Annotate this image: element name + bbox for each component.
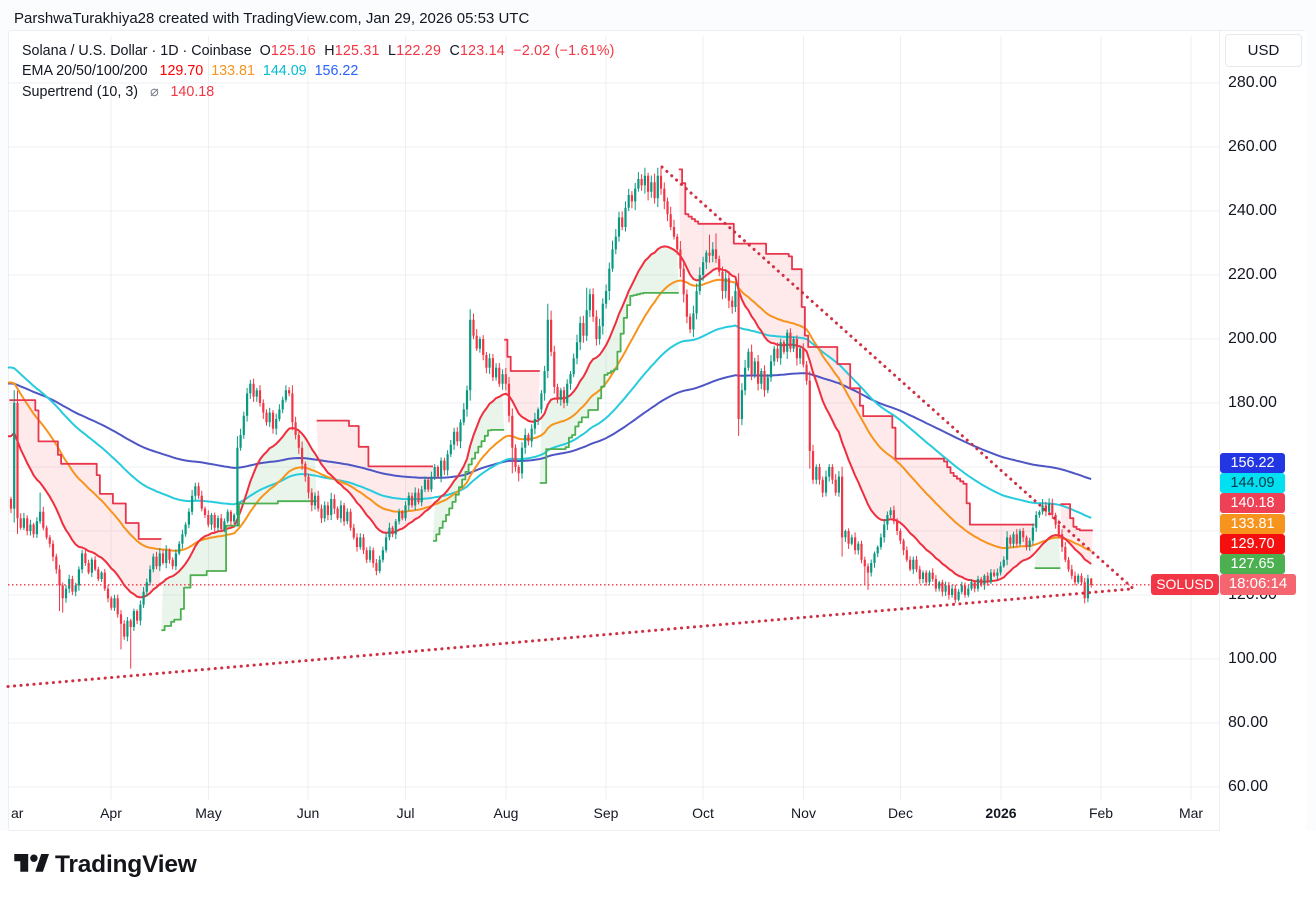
svg-text:TradingView: TradingView xyxy=(55,851,198,878)
